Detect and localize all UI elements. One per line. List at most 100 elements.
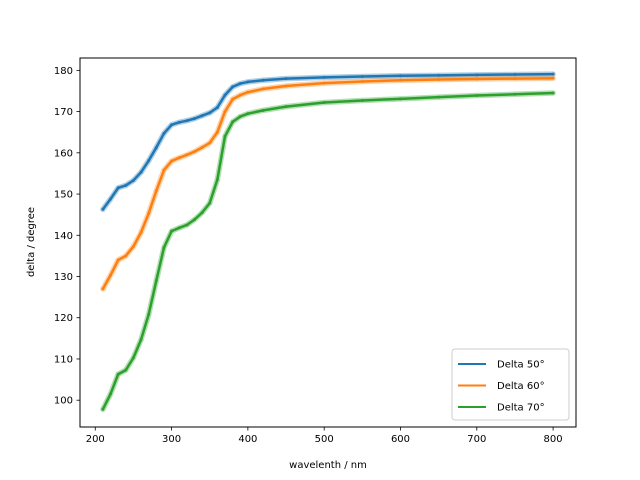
- series-2-point: [208, 141, 212, 145]
- series-3-point: [322, 100, 326, 105]
- series-2-point: [139, 230, 143, 234]
- y-tick-label: 110: [54, 354, 73, 365]
- x-tick-label: 200: [86, 434, 105, 445]
- series-3-point: [124, 368, 128, 372]
- x-axis: 200 300 400 500 600 700 800: [86, 427, 563, 445]
- x-tick-label: 300: [162, 434, 181, 445]
- series-3-point: [185, 223, 189, 227]
- series-3-point: [437, 95, 441, 99]
- series-2-point: [116, 258, 120, 262]
- legend-label: Delta 70°: [497, 403, 545, 414]
- legend-label: Delta 50°: [497, 360, 545, 371]
- series-2-point: [192, 149, 197, 154]
- series-1-point: [169, 123, 174, 127]
- series-1-point: [192, 117, 197, 121]
- series-1-point: [200, 114, 204, 118]
- series-3-point: [246, 112, 250, 116]
- series-2-point: [200, 145, 204, 150]
- series-1-point: [513, 72, 517, 77]
- legend: Delta 50° Delta 60° Delta 70°: [451, 348, 570, 421]
- series-2-point: [475, 77, 479, 81]
- y-tick-label: 130: [54, 272, 73, 283]
- series-1-point: [208, 111, 212, 115]
- series-2-point: [108, 273, 113, 277]
- series-3-point: [101, 407, 105, 411]
- series-1-point: [398, 74, 403, 78]
- series-2-point: [215, 130, 219, 134]
- series-2-point: [223, 110, 227, 114]
- series-2-point: [284, 84, 288, 88]
- series-3-point: [169, 229, 174, 233]
- series-1-point: [139, 170, 143, 174]
- series-2-point: [238, 93, 242, 97]
- series-3-point: [215, 178, 219, 182]
- series-3-point: [208, 201, 212, 205]
- series-2-point: [246, 90, 250, 94]
- series-1-point: [223, 93, 227, 97]
- series-1-point: [108, 197, 113, 201]
- series-3-point: [139, 337, 143, 342]
- series-1-point: [131, 178, 136, 183]
- series-1-point: [475, 73, 479, 77]
- series-3-point: [238, 114, 242, 119]
- y-tick-label: 180: [54, 66, 73, 77]
- x-axis-label: wavelenth / nm: [289, 460, 367, 471]
- series-3-point: [162, 246, 166, 250]
- series-3-point: [551, 91, 555, 95]
- series-1-point: [284, 77, 288, 81]
- series-layer: [100, 71, 556, 413]
- series-2-point: [231, 97, 235, 101]
- x-tick-label: 400: [238, 434, 257, 445]
- plot-frame: [79, 57, 577, 428]
- series-1-point: [101, 207, 105, 211]
- series-3-point: [177, 226, 181, 230]
- series-2-point: [322, 81, 326, 85]
- series-2-point: [131, 244, 136, 249]
- series-1-point: [147, 159, 151, 163]
- series-3-point: [154, 279, 158, 283]
- series-2-point: [154, 189, 158, 193]
- series-3-point: [147, 312, 151, 317]
- series-2-point: [261, 87, 265, 91]
- series-1-point: [360, 74, 364, 79]
- series-3-point: [398, 97, 403, 101]
- y-axis: 100 110 120 130 140 150 160 170 180: [54, 66, 80, 407]
- series-3-point: [261, 108, 265, 112]
- series-3-point: [131, 356, 136, 360]
- series-1-point: [231, 85, 235, 89]
- series-1-point: [177, 120, 181, 124]
- series-3-point: [284, 105, 288, 109]
- series-3-point: [200, 211, 204, 215]
- x-tick-label: 600: [391, 434, 410, 445]
- series-1-point: [124, 183, 128, 187]
- series-2-point: [398, 78, 403, 82]
- x-tick-label: 500: [315, 434, 334, 445]
- y-tick-label: 170: [54, 107, 73, 118]
- series-1-point: [437, 73, 441, 77]
- series-2-point: [437, 77, 441, 82]
- y-tick-label: 150: [54, 190, 73, 201]
- series-1-point: [185, 119, 189, 123]
- series-1-point: [162, 131, 166, 136]
- series-3-point: [231, 120, 235, 124]
- series-2-point: [185, 153, 189, 157]
- series-3-point: [360, 98, 364, 103]
- y-tick-label: 140: [54, 231, 73, 242]
- y-tick-label: 160: [54, 148, 73, 159]
- series-3-point: [513, 92, 517, 96]
- legend-label: Delta 60°: [497, 381, 545, 392]
- series-2-point: [162, 168, 166, 172]
- series-3-point: [192, 218, 197, 222]
- series-2-point: [177, 156, 181, 160]
- series-1-point: [116, 186, 120, 190]
- series-1-point: [154, 145, 158, 150]
- series-2-point: [513, 77, 517, 81]
- series-3-point: [116, 372, 120, 376]
- x-tick-label: 700: [467, 434, 486, 445]
- series-2-point: [551, 76, 555, 80]
- y-axis-label: delta / degree: [26, 207, 37, 277]
- series-3-point: [223, 134, 227, 138]
- series-1-point: [246, 80, 250, 84]
- y-tick-label: 120: [54, 313, 73, 324]
